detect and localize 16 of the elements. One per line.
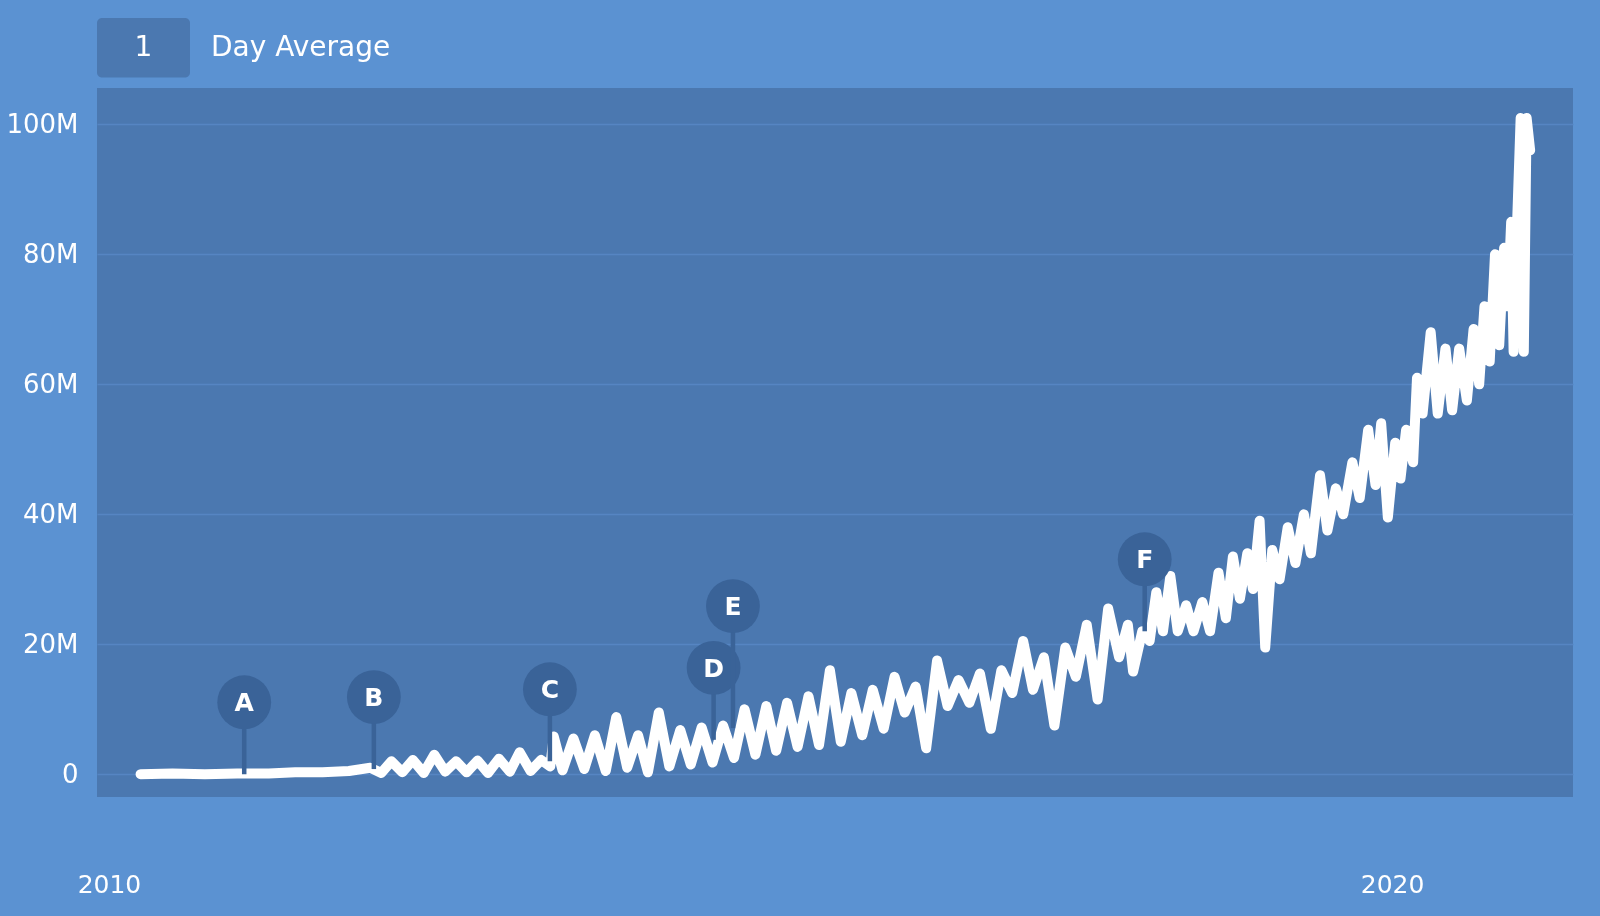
- annotation: B: [364, 683, 384, 713]
- annotation: E: [724, 592, 742, 622]
- y-tick-label: 40M: [22, 498, 79, 529]
- y-tick-label: 20M: [22, 628, 79, 659]
- y-tick-label: 100M: [6, 108, 79, 139]
- annotation: D: [703, 653, 724, 683]
- text: Day Average: [211, 29, 391, 63]
- y-tick-label: 80M: [22, 238, 79, 269]
- annotation: A: [234, 688, 255, 718]
- text: 1: [134, 29, 153, 63]
- y-tick-label: 0: [61, 758, 79, 789]
- annotation: C: [540, 675, 560, 705]
- annotation: F: [1136, 545, 1154, 575]
- x-tick-label: 2010: [77, 869, 142, 899]
- y-tick-label: 60M: [22, 368, 79, 399]
- x-tick-label: 2020: [1360, 869, 1425, 899]
